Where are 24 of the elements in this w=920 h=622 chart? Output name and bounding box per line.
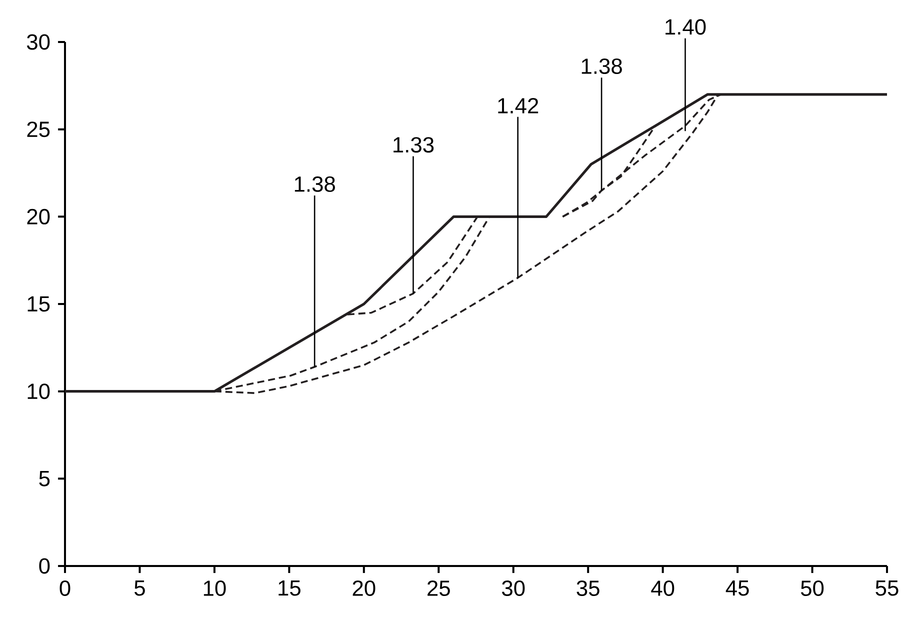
x-tick-label: 25 [428, 580, 450, 596]
x-tick-label: 15 [278, 580, 300, 596]
y-tick-label: 0 [39, 558, 50, 574]
y-tick-label: 20 [27, 208, 50, 224]
annotation: 1.40 [666, 19, 706, 35]
x-tick-label: 50 [800, 580, 824, 596]
annotation: 1.42 [498, 98, 538, 114]
x-tick-label: 10 [204, 580, 226, 596]
x-tick-label: 40 [651, 580, 674, 596]
x-tick-label: 30 [502, 580, 525, 596]
y-tick-label: 25 [27, 122, 50, 138]
y-tick-label: 15 [28, 296, 50, 312]
y-tick-label: 10 [28, 384, 50, 400]
annotation: 1.38 [294, 176, 335, 192]
x-tick-label: 0 [60, 580, 70, 596]
x-tick-label: 5 [134, 580, 145, 596]
y-tick-label: 5 [39, 471, 50, 486]
x-tick-label: 35 [576, 580, 600, 596]
annotation: 1.38 [582, 58, 622, 74]
annotation: 1.33 [394, 137, 434, 153]
x-tick-label: 20 [352, 580, 376, 596]
x-tick-label: 55 [876, 580, 898, 596]
y-tick-label: 30 [26, 34, 50, 50]
x-tick-label: 45 [726, 580, 749, 596]
